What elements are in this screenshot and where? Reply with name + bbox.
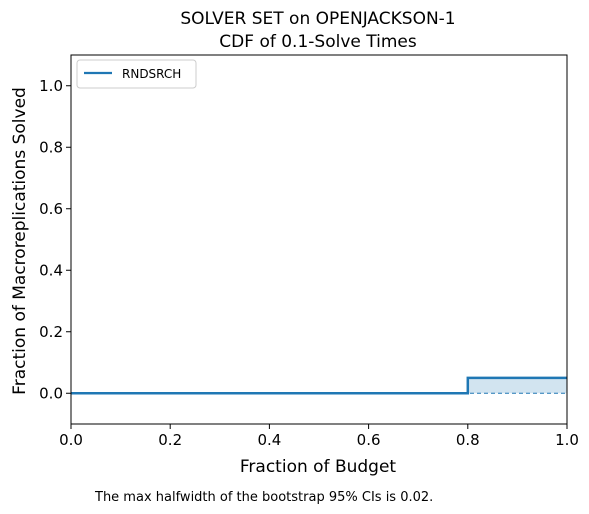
x-tick-label: 0.4 [257,431,281,449]
y-tick-label: 0.2 [39,323,63,341]
y-tick-label: 0.6 [39,200,63,218]
legend-box [76,59,197,89]
x-tick-label: 1.0 [555,431,579,449]
series-line-rndsrch [71,376,567,395]
legend-label-rndsrch: RNDSRCH [122,67,181,81]
y-tick-label: 1.0 [39,77,63,95]
y-tick-label: 0.0 [39,384,63,402]
y-axis-label: Fraction of Macroreplications Solved [10,87,30,395]
x-tick-label: 0.8 [456,431,480,449]
y-tick-label: 0.4 [39,261,63,279]
x-tick-label: 0.2 [158,431,182,449]
footnote: The max halfwidth of the bootstrap 95% C… [94,490,433,505]
chart-title-line2: CDF of 0.1-Solve Times [219,32,417,52]
x-tick-label: 0.6 [357,431,381,449]
y-tick-label: 0.8 [39,138,63,156]
x-axis-label: Fraction of Budget [240,457,397,477]
chart-title-line1: SOLVER SET on OPENJACKSON-1 [180,9,455,29]
legend: RNDSRCH [76,59,197,89]
x-tick-label: 0.0 [59,431,83,449]
y-ticks: 0.0 0.2 0.4 0.6 0.8 1.0 [39,77,71,402]
ci-band-rndsrch [71,377,567,394]
axes-frame [70,54,568,425]
confidence-band-layer [71,377,567,394]
x-ticks: 0.0 0.2 0.4 0.6 0.8 1.0 [59,424,579,449]
series-layer [71,376,567,395]
